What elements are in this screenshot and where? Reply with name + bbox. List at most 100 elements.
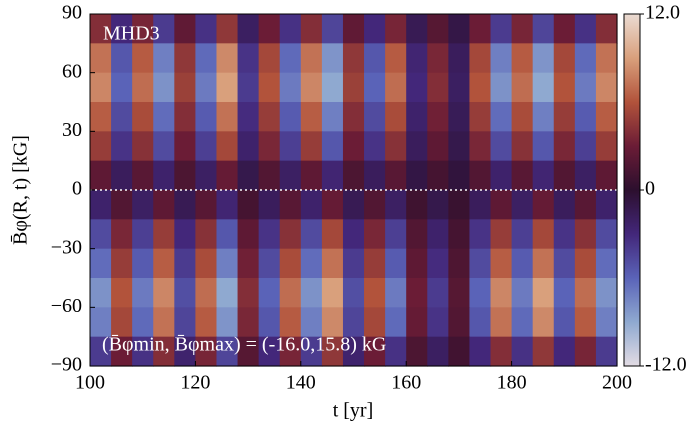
colorbar <box>623 13 641 367</box>
x-tick-label: 180 <box>497 372 527 394</box>
heatmap-cell <box>406 278 428 308</box>
heatmap-cell <box>279 307 302 338</box>
heatmap-cell <box>111 131 133 162</box>
heatmap-cell <box>342 248 365 279</box>
heatmap-cell <box>216 43 239 74</box>
heatmap-cell <box>174 307 196 338</box>
y-tick-label: −30 <box>51 236 82 258</box>
heatmap-cell <box>385 160 407 191</box>
annotation: (B̄φmin, B̄φmax) = (-16.0,15.8) kG <box>102 334 386 356</box>
heatmap-cell <box>490 102 513 132</box>
heatmap-cell <box>300 14 323 44</box>
heatmap-cell <box>216 336 239 367</box>
heatmap-cell <box>553 102 576 132</box>
heatmap-cell <box>385 219 407 250</box>
heatmap-cell <box>321 336 344 367</box>
heatmap-cell <box>511 307 534 338</box>
heatmap-cell <box>237 278 260 308</box>
heatmap-cell <box>132 278 154 308</box>
heatmap-cell <box>469 219 492 250</box>
heatmap-cell <box>237 131 260 162</box>
heatmap-cell <box>427 336 449 367</box>
heatmap-cell <box>406 102 428 132</box>
colorbar-tick-label: 0 <box>645 178 655 200</box>
heatmap-cell <box>258 160 281 191</box>
heatmap-cell <box>448 160 471 191</box>
heatmap-cell <box>364 72 386 103</box>
heatmap-cell <box>300 278 323 308</box>
heatmap-cell <box>237 43 260 74</box>
heatmap-cell <box>364 190 386 220</box>
heatmap-cell <box>216 160 239 191</box>
heatmap-cell <box>406 336 428 367</box>
heatmap-cell <box>385 278 407 308</box>
heatmap-cell <box>174 278 196 308</box>
heatmap-cell <box>595 160 618 191</box>
x-tick-label: 120 <box>180 372 210 394</box>
heatmap-cell <box>321 307 344 338</box>
heatmap-cell <box>490 248 513 279</box>
heatmap-cell <box>427 131 449 162</box>
heatmap-cell <box>195 160 218 191</box>
heatmap-cell <box>406 190 428 220</box>
heatmap-cell <box>532 190 555 220</box>
heatmap-cell <box>342 160 365 191</box>
heatmap-cell <box>574 248 597 279</box>
heatmap-cell <box>595 336 618 367</box>
heatmap-cell <box>90 72 112 103</box>
heatmap-cell <box>427 160 449 191</box>
heatmap-cell <box>195 72 218 103</box>
heatmap-cell <box>237 336 260 367</box>
heatmap-cell <box>406 160 428 191</box>
heatmap-cell <box>342 307 365 338</box>
heatmap-cell <box>469 190 492 220</box>
heatmap-cell <box>574 336 597 367</box>
heatmap-cell <box>279 131 302 162</box>
heatmap-cell <box>385 102 407 132</box>
heatmap-cell <box>279 219 302 250</box>
heatmap-cell <box>364 219 386 250</box>
heatmap-cell <box>574 307 597 338</box>
heatmap-cell <box>342 278 365 308</box>
annotation: MHD3 <box>103 23 160 45</box>
heatmap-cell <box>532 219 555 250</box>
heatmap-cell <box>237 190 260 220</box>
y-tick-label: 30 <box>62 119 82 141</box>
heatmap-cell <box>279 160 302 191</box>
heatmap-cell <box>595 102 618 132</box>
heatmap-cell <box>595 43 618 74</box>
heatmap-cell <box>469 248 492 279</box>
heatmap-cell <box>342 190 365 220</box>
heatmap-cell <box>174 14 196 44</box>
heatmap-cell <box>153 278 175 308</box>
heatmap-cell <box>279 43 302 74</box>
heatmap-cell <box>300 102 323 132</box>
heatmap-cell <box>511 336 534 367</box>
heatmap-cell <box>132 336 154 367</box>
heatmap-cell <box>532 14 555 44</box>
y-tick-label: 90 <box>62 2 82 24</box>
heatmap-cell <box>406 219 428 250</box>
heatmap-cell <box>574 219 597 250</box>
heatmap-cell <box>553 43 576 74</box>
heatmap-cell <box>90 14 112 44</box>
heatmap-cell <box>111 307 133 338</box>
heatmap-cell <box>364 131 386 162</box>
heatmap-cell <box>258 307 281 338</box>
heatmap-cell <box>427 72 449 103</box>
heatmap-cell <box>111 72 133 103</box>
heatmap-cell <box>153 248 175 279</box>
heatmap-cell <box>448 190 471 220</box>
heatmap-cell <box>364 14 386 44</box>
heatmap-cell <box>237 14 260 44</box>
heatmap-cell <box>364 43 386 74</box>
heatmap-cell <box>174 336 196 367</box>
heatmap-cell <box>469 72 492 103</box>
heatmap-cell <box>90 336 112 367</box>
heatmap-cell <box>532 102 555 132</box>
heatmap-cell <box>574 72 597 103</box>
heatmap-cell <box>174 190 196 220</box>
heatmap-cell <box>385 248 407 279</box>
heatmap-cell <box>532 336 555 367</box>
heatmap-cell <box>342 219 365 250</box>
